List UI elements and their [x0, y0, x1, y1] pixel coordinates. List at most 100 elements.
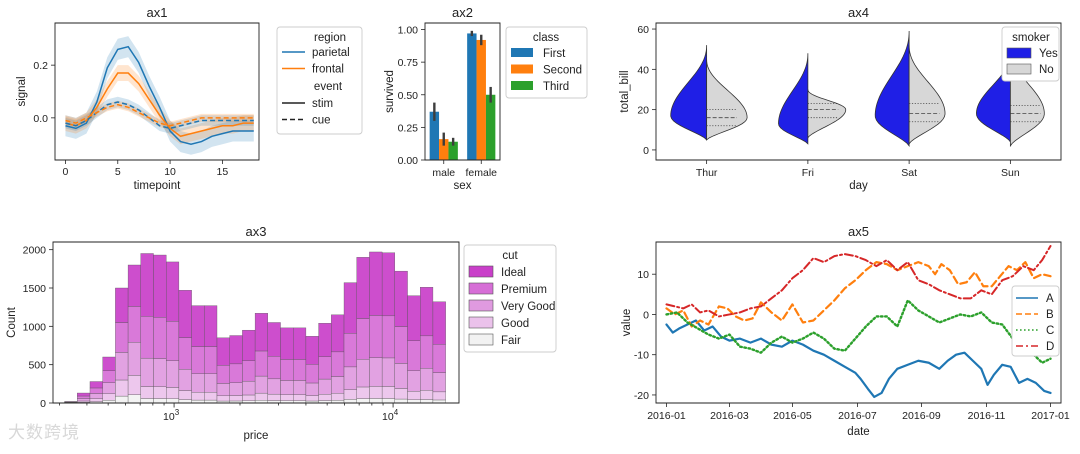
histogram-bar-segment [331, 315, 344, 352]
y-tick-label: -20 [634, 390, 649, 402]
histogram-bar-segment [103, 357, 116, 371]
histogram-bar-segment [420, 368, 433, 390]
histogram-bar-segment [204, 392, 217, 400]
y-tick-label: 500 [28, 360, 46, 372]
histogram-bar-segment [369, 386, 382, 398]
legend-swatch [469, 317, 493, 328]
histogram-bar-segment [115, 396, 128, 403]
histogram-bar-segment [408, 400, 421, 403]
histogram-bar-segment [128, 306, 141, 342]
y-axis-label: signal [16, 76, 28, 106]
histogram-bar-segment [153, 255, 166, 317]
histogram-bar-segment [382, 358, 395, 387]
histogram-bar-segment [141, 358, 154, 386]
x-tick-label: 10 [164, 166, 176, 178]
histogram-bar-segment [192, 374, 205, 392]
histogram-bar-segment [433, 400, 446, 403]
legend-label: Third [543, 81, 569, 93]
histogram-bar-segment [192, 392, 205, 400]
histogram-bar-segment [331, 377, 344, 394]
histogram-bar-segment [395, 388, 408, 399]
histogram-bar-segment [344, 399, 357, 403]
histogram-bar-segment [382, 398, 395, 403]
x-tick-label: Sat [901, 167, 917, 179]
x-tick-exponent: 4 [394, 408, 399, 417]
histogram-bar-segment [115, 288, 128, 323]
x-tick-label: Thur [696, 167, 718, 179]
y-tick-label: 60 [637, 24, 649, 36]
histogram-bar-segment [166, 361, 179, 388]
chart-title: ax4 [848, 5, 869, 20]
histogram-bar-segment [268, 379, 281, 394]
y-tick-label: -10 [634, 350, 649, 362]
violin-yes-Thur [671, 45, 707, 140]
histogram-bar-segment [153, 399, 166, 403]
histogram-bar-segment [408, 296, 421, 341]
histogram-bar-segment [420, 390, 433, 399]
histogram-bar-segment [433, 392, 446, 400]
y-tick-label: 40 [637, 64, 649, 76]
histogram-bar-segment [268, 356, 281, 379]
histogram-bar-segment [382, 253, 395, 316]
y-tick-label: 0.75 [398, 57, 419, 69]
legend-label: cue [312, 115, 331, 127]
legend-label: frontal [312, 64, 344, 76]
legend-label: A [1046, 293, 1054, 305]
y-axis-label: value [621, 309, 633, 337]
histogram-bar-segment [179, 400, 192, 403]
histogram-bar-segment [166, 321, 179, 360]
histogram-bar-segment [369, 315, 382, 357]
y-tick-label: 10 [637, 269, 649, 281]
histogram-bar-segment [281, 328, 294, 360]
histogram-bar-segment [153, 387, 166, 399]
histogram-bar-segment [230, 396, 243, 401]
legend-label: Very Good [501, 301, 555, 313]
histogram-bar-segment [204, 347, 217, 374]
histogram-bar-segment [344, 367, 357, 390]
chart-title: ax5 [848, 224, 869, 239]
histogram-bar-segment [77, 401, 90, 402]
legend-label: C [1046, 325, 1054, 337]
histogram-bar-segment [408, 371, 421, 391]
y-tick-label: 0.0 [33, 113, 48, 125]
histogram-bar-segment [90, 399, 103, 402]
histogram-bar-segment [153, 359, 166, 387]
y-tick-label: 0 [40, 398, 46, 410]
histogram-bar-segment [268, 394, 281, 400]
histogram-bar-segment [369, 358, 382, 387]
histogram-bar-segment [166, 399, 179, 403]
histogram-bar-segment [268, 323, 281, 357]
histogram-bar-segment [331, 352, 344, 377]
histogram-bar-segment [382, 316, 395, 358]
histogram-bar-segment [420, 336, 433, 368]
legend-label: Second [543, 65, 582, 77]
histogram-bar-segment [230, 364, 243, 383]
x-tick-label: male [432, 167, 455, 179]
histogram-bar-segment [179, 369, 192, 390]
chart-title: ax2 [452, 5, 473, 20]
legend-label: B [1046, 309, 1054, 321]
histogram-bar-segment [357, 257, 370, 318]
legend-swatch [1007, 64, 1031, 74]
histogram-bar-segment [344, 283, 357, 334]
histogram-bar-segment [141, 399, 154, 403]
y-axis-label: total_bill [619, 70, 631, 112]
histogram-bar-segment [319, 357, 332, 379]
histogram-bar-segment [319, 379, 332, 394]
line-series-A [666, 320, 1050, 396]
histogram-bar-segment [141, 254, 154, 317]
legend-label: Yes [1039, 48, 1058, 60]
histogram-bar-segment [306, 396, 319, 401]
y-tick-label: 1.00 [398, 25, 419, 37]
histogram-bar-segment [357, 319, 370, 360]
histogram-bar-segment [77, 393, 90, 396]
histogram-bar-segment [344, 390, 357, 400]
x-tick-label: 2016-11 [968, 410, 1006, 422]
histogram-bar-segment [217, 365, 230, 383]
histogram-bar-segment [192, 347, 205, 374]
